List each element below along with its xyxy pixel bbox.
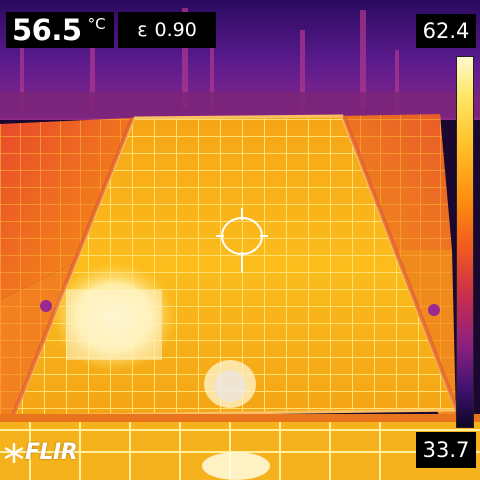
spot-temperature-value: 56.5	[12, 13, 82, 47]
emissivity-value: 0.90	[154, 19, 197, 41]
color-scale-bar	[456, 56, 474, 428]
scale-min-label: 33.7	[416, 432, 476, 468]
spot-meter-crosshair-icon	[216, 208, 268, 272]
emissivity-symbol: ε	[137, 19, 148, 41]
flir-logo: FLIR	[4, 440, 78, 465]
spot-temperature-readout: 56.5 °C	[6, 12, 114, 48]
emissivity-readout: ε 0.90	[118, 12, 216, 48]
flir-snowflake-icon	[4, 442, 24, 463]
brand-name: FLIR	[25, 440, 78, 465]
scale-max-label: 62.4	[416, 14, 476, 48]
temperature-unit: °C	[87, 15, 106, 33]
